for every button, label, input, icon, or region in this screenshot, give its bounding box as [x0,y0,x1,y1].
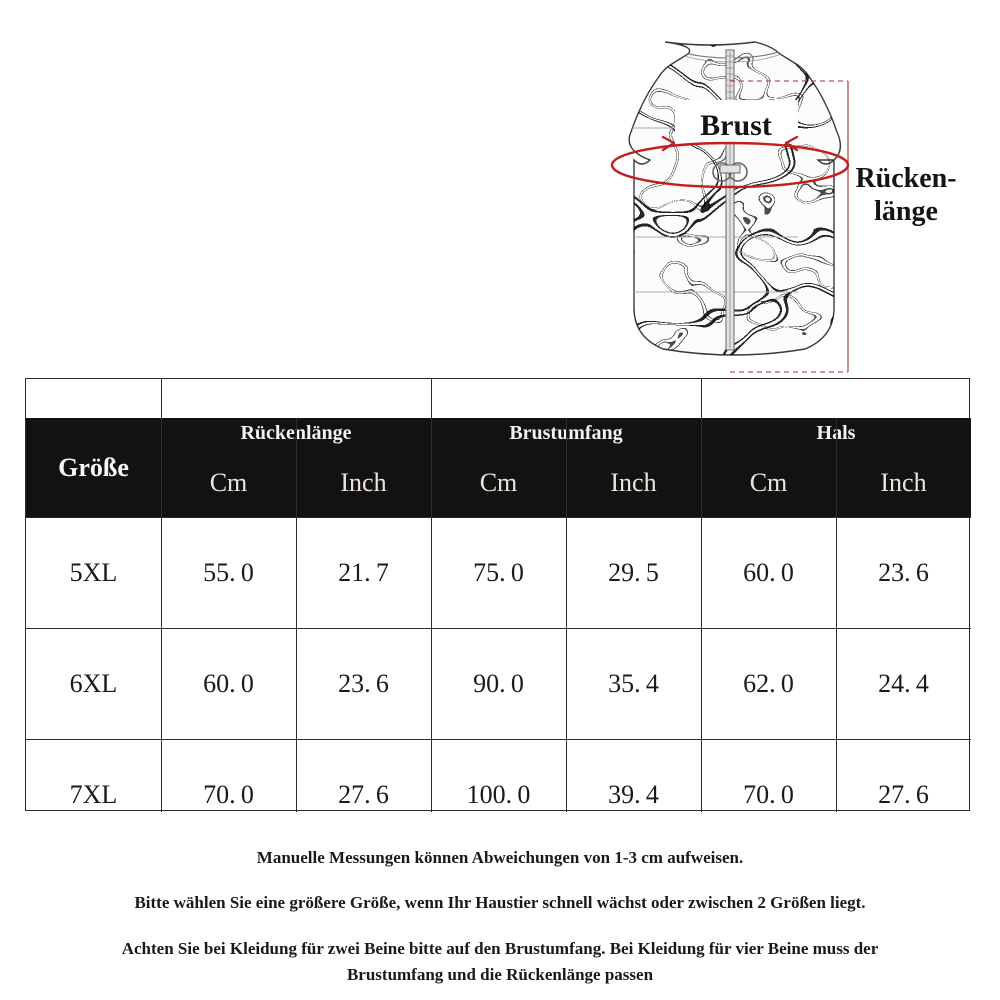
svg-text:länge: länge [874,196,938,227]
svg-text:Rücken-: Rücken- [855,163,956,194]
svg-text:Brust: Brust [700,109,772,142]
